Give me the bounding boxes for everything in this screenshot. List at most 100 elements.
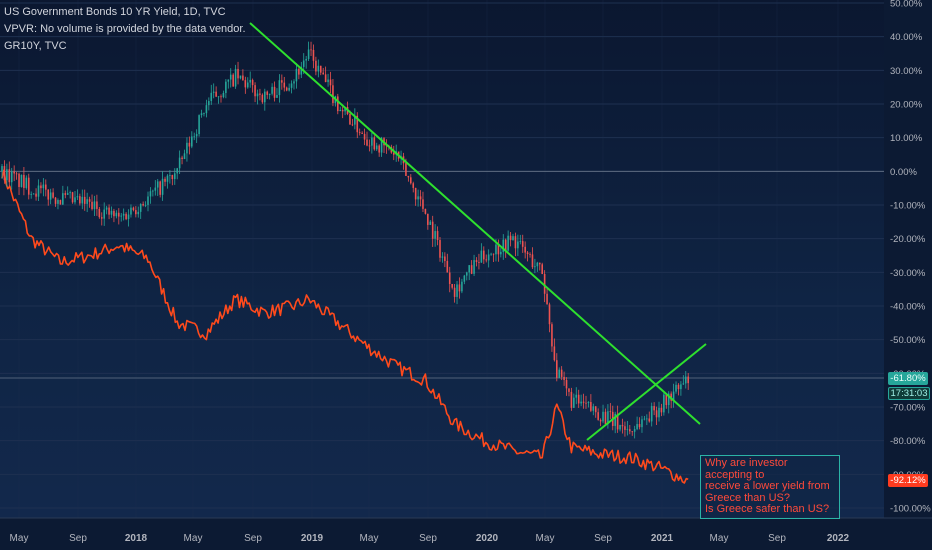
candle-body [125, 213, 127, 220]
candle-body [222, 92, 225, 98]
candle-body [337, 96, 339, 112]
x-axis-panel [0, 518, 932, 550]
candle-body [285, 87, 288, 91]
candle-body [672, 391, 675, 401]
candle-body [361, 132, 363, 134]
candle-body [504, 239, 507, 251]
candle-body [166, 175, 169, 182]
candle-body [626, 429, 629, 431]
candle-body [650, 406, 653, 422]
candle-body [354, 115, 356, 125]
candle-body [132, 207, 135, 211]
candle-body [310, 49, 312, 51]
candle-body [62, 193, 64, 205]
candle-body [590, 401, 592, 411]
candle-body [239, 75, 242, 79]
candle-body [113, 210, 115, 217]
candle-body [653, 406, 655, 411]
y-tick-label: 50.00% [890, 0, 923, 10]
candle-body [298, 68, 300, 75]
candle-body [302, 60, 305, 67]
candle-body [473, 260, 475, 274]
candle-body [500, 251, 502, 255]
candle-body [110, 210, 113, 215]
candle-body [378, 145, 380, 153]
candle-body [191, 136, 193, 147]
candle-body [405, 163, 407, 176]
candle-body [290, 83, 293, 88]
candle-body [563, 376, 565, 380]
text-annotation[interactable]: Why are investor accepting to receive a … [700, 455, 840, 519]
candle-body [429, 221, 432, 225]
ascending-trendline[interactable] [586, 343, 707, 441]
candle-body [198, 115, 200, 135]
candle-body [451, 283, 453, 288]
candle-body [492, 253, 495, 255]
candle-body [57, 200, 59, 204]
candle-body [249, 79, 251, 83]
candle-body [677, 384, 680, 390]
candle-body [602, 411, 604, 422]
greece-line[interactable] [1, 169, 689, 484]
x-axis[interactable]: May Sep 2018 May Sep 2019 May Sep 2020 May Sep 2021… [0, 517, 932, 550]
x-tick-label: May [10, 533, 29, 544]
candle-body [105, 207, 108, 210]
candle-body [122, 213, 125, 216]
candle-body [169, 174, 171, 176]
candle-body [203, 113, 205, 114]
candle-body [646, 418, 648, 420]
candle-body [161, 178, 164, 195]
candle-body [565, 379, 568, 389]
candle-body [414, 187, 417, 200]
legend-compare-symbol[interactable]: GR10Y, TVC [4, 40, 67, 52]
candle-body [585, 402, 587, 404]
candle-body [312, 49, 315, 61]
candle-body [307, 49, 310, 59]
candle-body [88, 199, 91, 202]
candle-body [380, 138, 383, 153]
candle-body [419, 196, 422, 200]
candle-body [332, 85, 334, 104]
candle-body [271, 86, 273, 94]
candle-body [548, 304, 551, 325]
candle-body [609, 411, 612, 413]
candle-body [655, 410, 658, 418]
candle-body [514, 236, 517, 249]
candle-body [358, 132, 361, 133]
candle-body [322, 72, 324, 75]
candle-body [137, 211, 140, 215]
candle-body [439, 240, 441, 258]
candle-body [587, 401, 590, 403]
legend-symbol-title[interactable]: US Government Bonds 10 YR Yield, 1D, TVC [4, 6, 226, 18]
y-tick-label: -10.00% [890, 201, 926, 212]
candle-body [127, 214, 130, 220]
descending-trendline[interactable] [249, 22, 701, 425]
candle-body [485, 259, 488, 261]
candle-body [446, 260, 449, 273]
candle-body [144, 204, 147, 206]
candle-body [575, 394, 578, 398]
candle-body [18, 173, 20, 187]
candle-body [597, 412, 599, 420]
candle-body [648, 418, 651, 422]
candle-body [434, 231, 436, 239]
candle-body [52, 192, 54, 198]
x-tick-label: 2019 [301, 533, 324, 544]
candle-body [641, 419, 643, 428]
candle-body [660, 407, 663, 413]
y-axis[interactable]: 50.00% 40.00% 30.00% 20.00% 10.00% 0.00% -10.0… [884, 0, 932, 550]
candle-body [288, 87, 290, 91]
candle-body [108, 207, 110, 215]
candle-body [10, 171, 13, 183]
candle-body [200, 113, 203, 116]
candle-body [546, 293, 548, 305]
candle-body [599, 419, 602, 422]
y-tick-label: -20.00% [890, 234, 926, 245]
candle-body [66, 193, 69, 195]
candle-body [188, 142, 191, 147]
candle-body [273, 86, 276, 98]
legend-vpvr[interactable]: VPVR: No volume is provided by the data … [4, 23, 246, 35]
candle-body [234, 68, 237, 87]
candle-body [375, 145, 378, 150]
